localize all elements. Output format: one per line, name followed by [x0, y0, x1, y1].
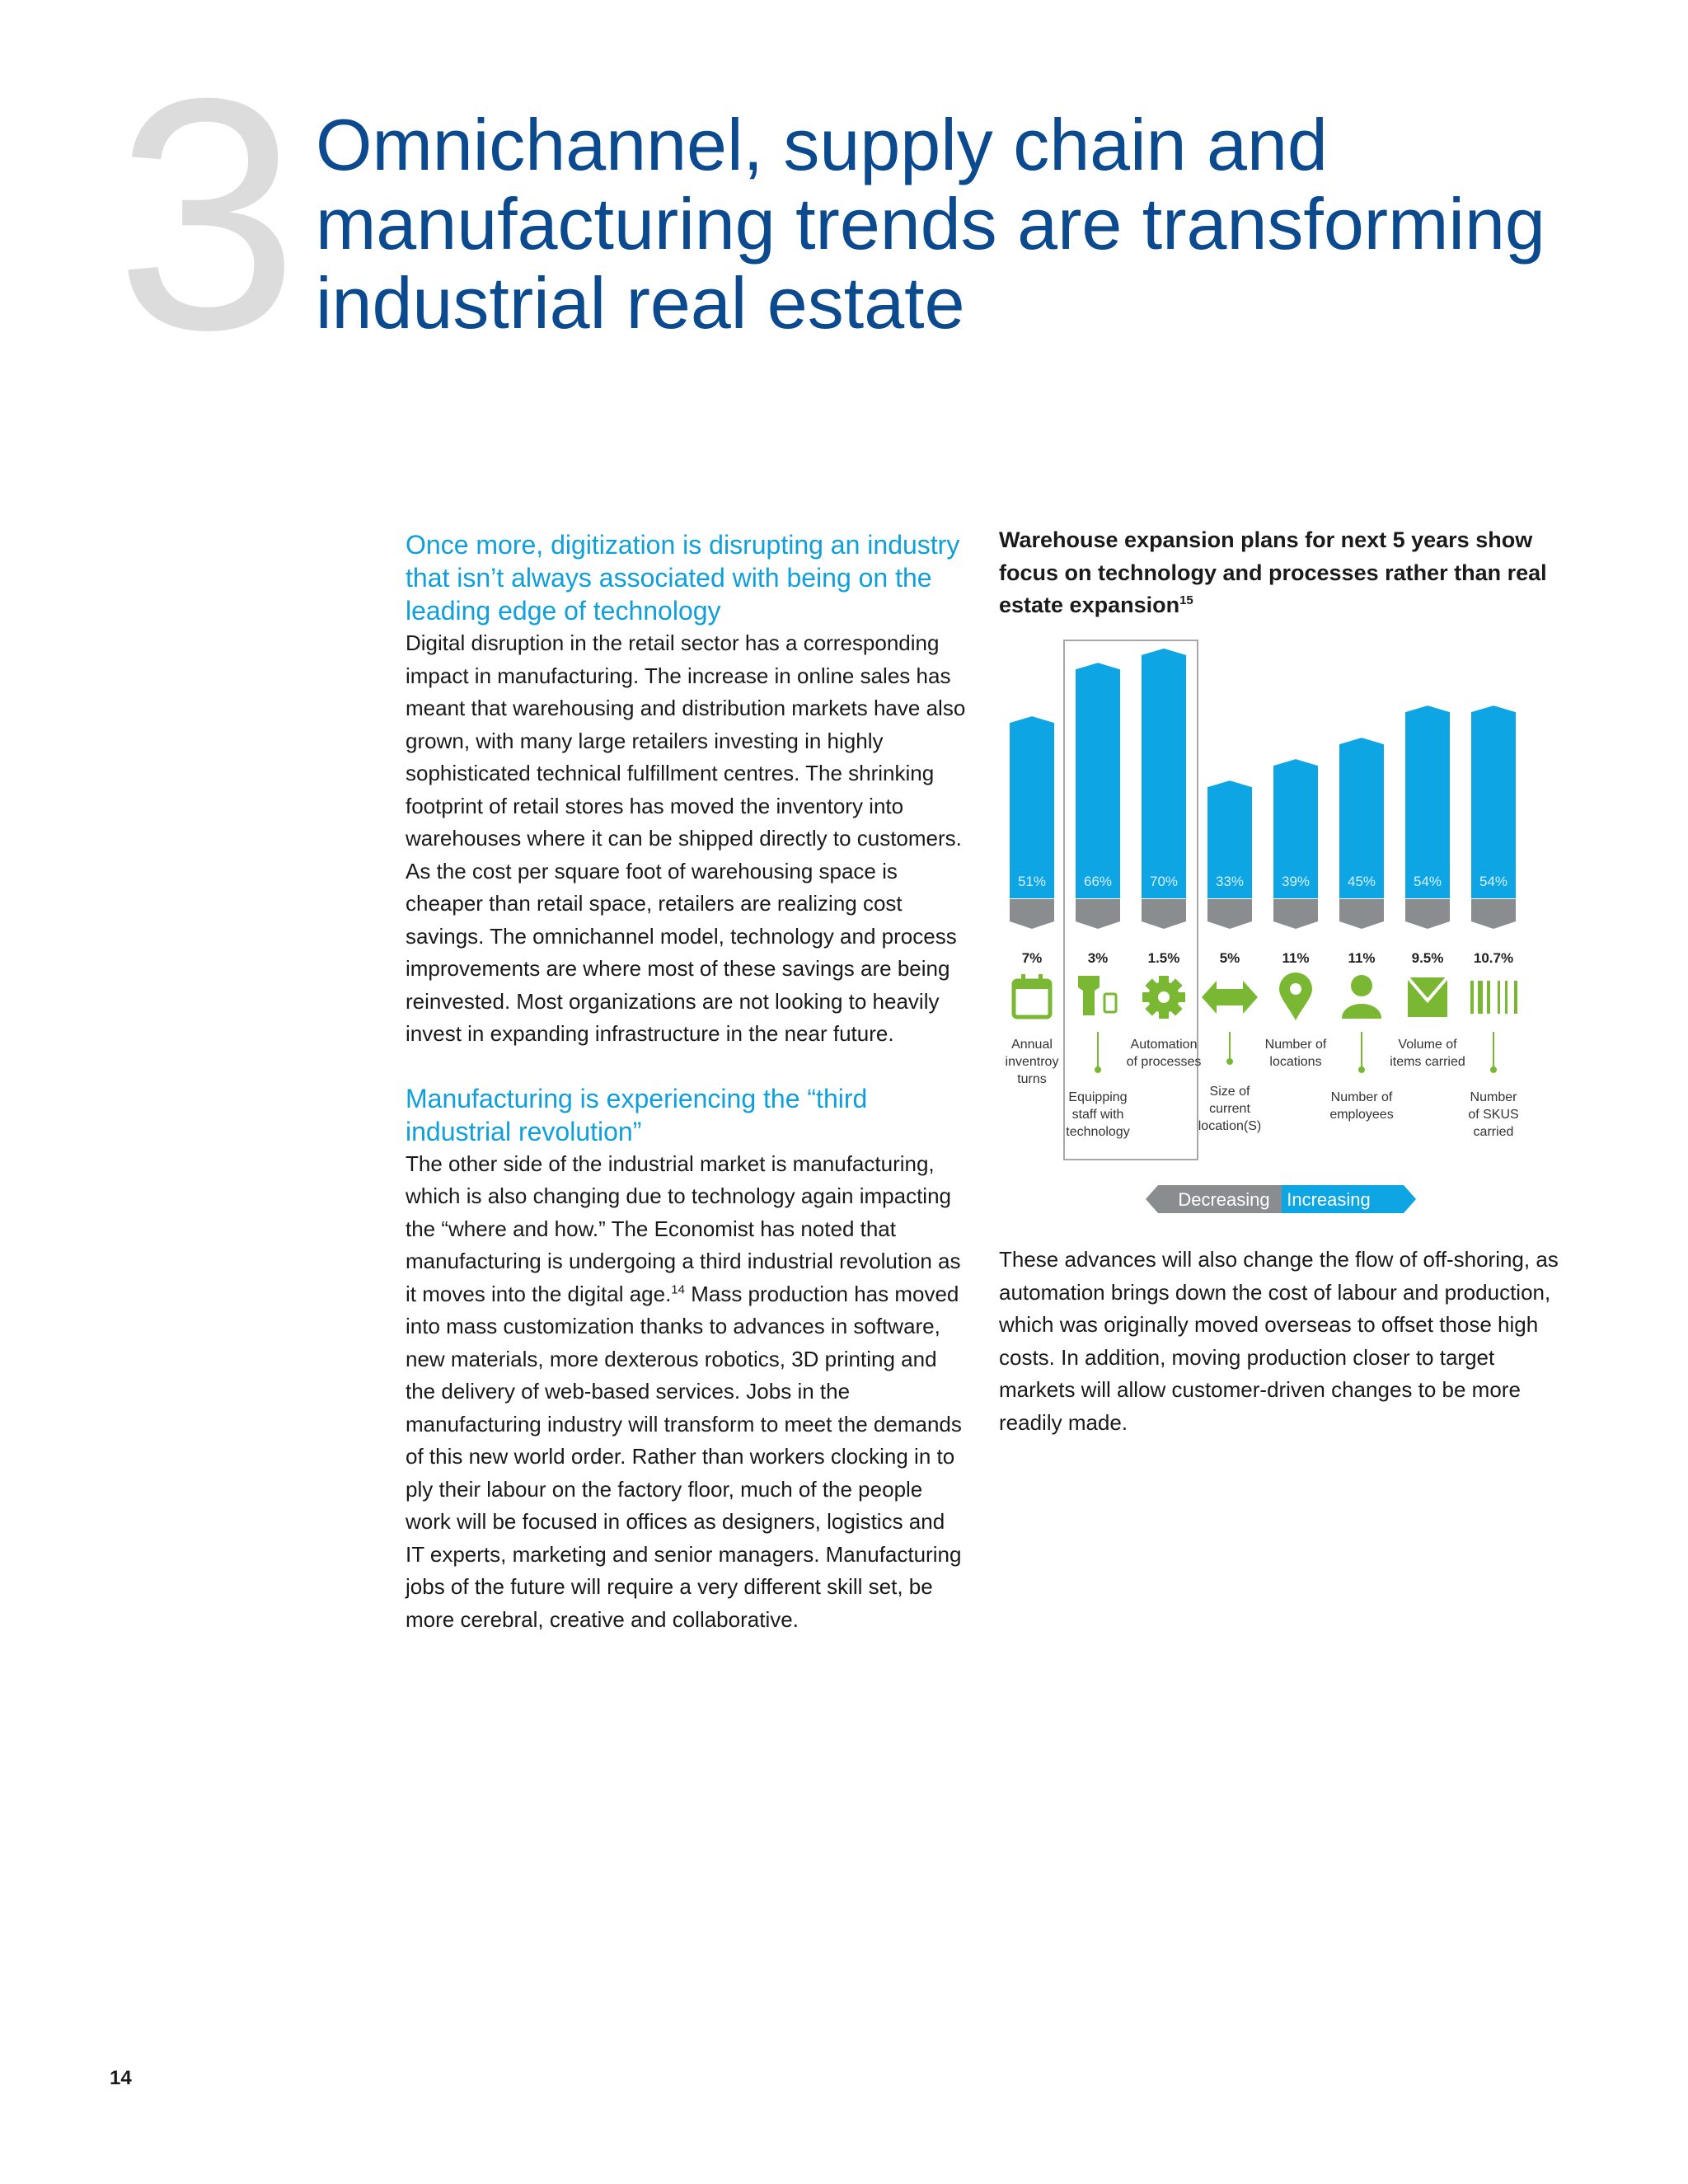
category-label: carried: [1474, 1125, 1514, 1139]
left-column: Once more, digitization is disrupting an…: [406, 528, 966, 1636]
legend-increasing-label: Increasing: [1287, 1189, 1371, 1210]
footnote-ref: 15: [1179, 593, 1193, 607]
body-paragraph: These advances will also change the flow…: [999, 1247, 1559, 1435]
body-paragraph: The other side of the industrial market …: [406, 1151, 962, 1632]
increasing-bar: [1273, 759, 1318, 898]
decreasing-bar: [1339, 899, 1384, 929]
category-label: of processes: [1127, 1055, 1202, 1069]
decreasing-label: 9.5%: [1412, 950, 1444, 966]
connector-dot: [1095, 1066, 1101, 1073]
page-title: Omnichannel, supply chain and manufactur…: [316, 104, 1545, 344]
increasing-label: 39%: [1282, 874, 1310, 889]
decreasing-bar: [1273, 899, 1318, 929]
highlight-box: [1063, 640, 1198, 1160]
increasing-label: 33%: [1216, 874, 1244, 889]
category-label: Volume of: [1398, 1038, 1457, 1052]
legend-decreasing-label: Decreasing: [1178, 1189, 1269, 1210]
connector-dot: [1226, 1058, 1233, 1065]
double-arrow-icon: [1202, 981, 1258, 1014]
section-number: 3: [115, 30, 299, 398]
category-label: location(S): [1198, 1119, 1261, 1133]
increasing-label: 70%: [1150, 874, 1178, 889]
category-label: Automation: [1131, 1038, 1198, 1052]
decreasing-bar: [1076, 899, 1120, 929]
footnote-ref: 14: [671, 1282, 685, 1296]
decreasing-bar: [1405, 899, 1450, 929]
decreasing-label: 3%: [1088, 950, 1109, 966]
category-label: Number: [1470, 1090, 1518, 1104]
legend-decreasing: [1146, 1185, 1282, 1213]
increasing-label: 51%: [1018, 874, 1046, 889]
location-pin-icon: [1279, 972, 1312, 1020]
barcode-icon: [1470, 981, 1517, 1014]
increasing-bar: [1142, 648, 1186, 898]
warehouse-expansion-chart: 51% 7% Annual inventroy turns 66% 3% Equipping s…: [1006, 640, 1519, 1213]
connector-dot: [1490, 1066, 1497, 1073]
increasing-label: 54%: [1414, 874, 1442, 889]
connector-dot: [1358, 1066, 1365, 1073]
increasing-label: 45%: [1348, 874, 1376, 889]
increasing-label: 54%: [1479, 874, 1507, 889]
decreasing-bar: [1471, 899, 1516, 929]
decreasing-label: 11%: [1282, 950, 1309, 966]
category-label: Size of: [1210, 1085, 1250, 1099]
decreasing-bar: [1010, 899, 1054, 929]
legend-increasing: [1282, 1185, 1416, 1213]
decreasing-bar: [1207, 899, 1252, 929]
decreasing-label: 7%: [1022, 950, 1043, 966]
section-heading-manufacturing: Manufacturing is experiencing the “third…: [406, 1083, 868, 1146]
increasing-bar: [1405, 705, 1450, 898]
category-label: Number of: [1265, 1038, 1327, 1052]
category-label: Equipping: [1068, 1090, 1127, 1104]
box-icon: [1406, 976, 1449, 1017]
increasing-label: 66%: [1084, 874, 1112, 889]
person-icon: [1342, 975, 1381, 1019]
category-label: current: [1209, 1102, 1250, 1116]
category-label: staff with: [1072, 1108, 1124, 1122]
right-column: These advances will also change the flow…: [999, 1244, 1559, 1439]
category-label: turns: [1017, 1072, 1047, 1086]
category-label: technology: [1066, 1125, 1129, 1139]
category-label: items carried: [1390, 1055, 1465, 1069]
scanner-phone-icon: [1078, 976, 1118, 1015]
chart-title: Warehouse expansion plans for next 5 yea…: [999, 527, 1547, 617]
page-number: 14: [110, 2067, 132, 2089]
category-label: inventroy: [1006, 1055, 1059, 1069]
increasing-bar: [1207, 780, 1252, 898]
category-label: Number of: [1331, 1090, 1393, 1104]
decreasing-label: 10.7%: [1474, 950, 1513, 966]
increasing-bar: [1471, 705, 1516, 898]
category-label: locations: [1269, 1055, 1321, 1069]
decreasing-bar: [1142, 899, 1186, 929]
category-label: employees: [1329, 1108, 1393, 1122]
increasing-bar: [1339, 738, 1384, 898]
decreasing-label: 1.5%: [1148, 950, 1180, 966]
gear-icon: [1142, 976, 1185, 1019]
category-label: Annual: [1011, 1038, 1053, 1052]
decreasing-label: 11%: [1348, 950, 1375, 966]
calendar-icon: [1011, 974, 1053, 1019]
body-paragraph: Digital disruption in the retail sector …: [406, 630, 966, 1046]
category-label: of SKUS: [1468, 1108, 1518, 1122]
decreasing-label: 5%: [1220, 950, 1240, 966]
section-heading-digitization: Once more, digitization is disrupting an…: [406, 530, 960, 626]
increasing-bar: [1010, 716, 1054, 898]
increasing-bar: [1076, 663, 1120, 898]
